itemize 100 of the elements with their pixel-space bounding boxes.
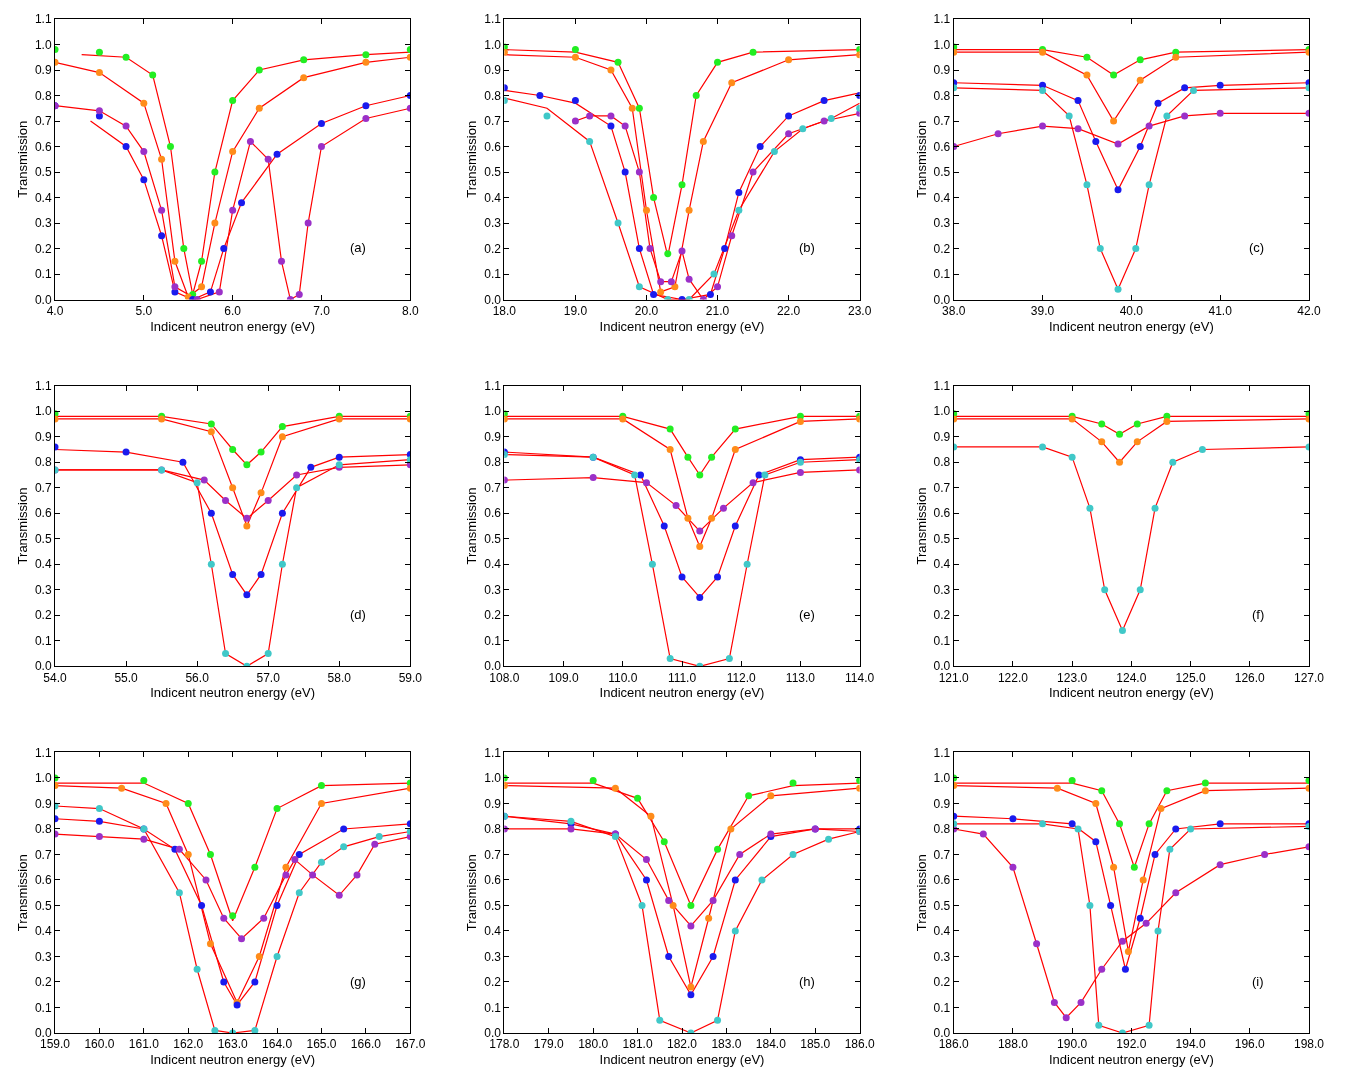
y-tick-label: 0.3	[484, 216, 502, 231]
y-tick-label: 0.3	[484, 582, 502, 597]
y-tick-label: 0.4	[34, 924, 52, 939]
y-tick-label: 1.1	[34, 12, 52, 27]
y-tick-label: 0.1	[34, 1000, 52, 1015]
y-tick-label: 0.3	[34, 582, 52, 597]
y-tick-label: 0.4	[484, 190, 502, 205]
x-tick-label: 22.0	[776, 303, 801, 318]
y-tick-label: 0.8	[34, 88, 52, 103]
y-tick-label: 0.9	[933, 429, 951, 444]
x-tick-label: 41.0	[1208, 303, 1233, 318]
y-tick-label: 0.6	[933, 506, 951, 521]
y-tick-label: 0.3	[34, 949, 52, 964]
x-tick-label: 165.0	[306, 1037, 337, 1052]
annotation: (f)	[1252, 607, 1265, 622]
y-tick-label: 0.3	[34, 216, 52, 231]
y-tick-label: 0.8	[933, 88, 951, 103]
y-tick-label: 0.5	[933, 165, 951, 180]
y-tick-label: 0.1	[34, 633, 52, 648]
y-tick-label: 0.1	[484, 1000, 502, 1015]
y-tick-label: 0.7	[933, 480, 951, 495]
y-tick-label: 0.7	[484, 847, 502, 862]
y-tick-label: 0.2	[933, 975, 951, 990]
y-axis-title: Transmission	[14, 487, 30, 565]
y-tick-label: 0.9	[34, 63, 52, 78]
x-tick-label: 166.0	[350, 1037, 382, 1052]
x-tick-label: 113.0	[785, 670, 816, 685]
y-tick-label: 0.2	[933, 608, 951, 623]
y-tick-label: 0.2	[933, 241, 951, 256]
y-tick-label: 0.9	[484, 429, 502, 444]
y-tick-label: 1.0	[484, 37, 502, 52]
x-tick-label: 124.0	[1116, 670, 1147, 685]
y-tick-label: 0.8	[484, 88, 502, 103]
x-tick-label: 167.0	[395, 1037, 426, 1052]
annotation: (i)	[1252, 974, 1264, 989]
y-axis-title: Transmission	[14, 120, 30, 198]
x-axis-title: Indicent neutron energy (eV)	[1048, 685, 1214, 701]
y-tick-label: 0.1	[933, 267, 951, 282]
y-tick-label: 0.9	[484, 796, 502, 811]
x-tick-label: 184.0	[755, 1037, 787, 1052]
x-tick-label: 192.0	[1116, 1037, 1147, 1052]
y-tick-label: 0.7	[933, 114, 951, 129]
y-tick-label: 1.0	[484, 771, 502, 786]
x-axis-title: Indicent neutron energy (eV)	[150, 1052, 316, 1067]
y-tick-label: 1.0	[34, 771, 52, 786]
x-tick-label: 23.0	[847, 303, 872, 318]
x-tick-label: 114.0	[845, 670, 875, 685]
y-tick-label: 0.4	[933, 557, 951, 572]
y-tick-label: 0.6	[484, 506, 502, 521]
x-axis-title: Indicent neutron energy (eV)	[599, 685, 765, 701]
y-tick-label: 1.0	[933, 771, 951, 786]
y-tick-label: 0.6	[933, 873, 951, 888]
y-tick-label: 0.9	[34, 796, 52, 811]
y-axis-title: Transmission	[464, 120, 480, 198]
y-tick-label: 0.2	[34, 241, 52, 256]
x-tick-label: 162.0	[173, 1037, 204, 1052]
x-tick-label: 185.0	[800, 1037, 831, 1052]
x-tick-label: 122.0	[997, 670, 1029, 685]
y-tick-label: 1.1	[933, 12, 951, 27]
y-tick-label: 1.0	[34, 37, 52, 52]
x-tick-label: 40.0	[1119, 303, 1144, 318]
y-tick-label: 0.7	[484, 114, 502, 129]
x-tick-label: 110.0	[608, 670, 638, 685]
y-tick-label: 0.9	[933, 796, 951, 811]
x-tick-label: 125.0	[1175, 670, 1206, 685]
x-tick-label: 196.0	[1234, 1037, 1266, 1052]
y-tick-label: 0.8	[933, 455, 951, 470]
y-tick-label: 0.7	[34, 847, 52, 862]
y-tick-label: 0.2	[34, 608, 52, 623]
y-axis-title: Transmission	[913, 487, 929, 565]
y-tick-label: 0.4	[933, 190, 951, 205]
x-tick-label: 181.0	[622, 1037, 653, 1052]
y-tick-label: 0.3	[933, 949, 951, 964]
x-tick-label: 127.0	[1293, 670, 1325, 685]
y-tick-label: 0.1	[933, 633, 951, 648]
y-tick-label: 0.1	[484, 633, 502, 648]
y-tick-label: 0.4	[34, 557, 52, 572]
y-tick-label: 0.5	[933, 531, 951, 546]
x-tick-label: 123.0	[1057, 670, 1088, 685]
x-tick-label: 178.0	[489, 1037, 520, 1052]
y-tick-label: 0.1	[484, 267, 502, 282]
y-tick-label: 0.5	[484, 898, 502, 913]
x-axis-title: Indicent neutron energy (eV)	[599, 318, 765, 334]
y-tick-label: 1.0	[34, 404, 52, 419]
x-axis-title: Indicent neutron energy (eV)	[150, 685, 316, 701]
annotation: (c)	[1249, 240, 1265, 255]
y-tick-label: 0.7	[933, 847, 951, 862]
y-tick-label: 1.1	[933, 378, 951, 393]
y-tick-label: 0.7	[34, 114, 52, 129]
x-tick-label: 180.0	[578, 1037, 609, 1052]
annotation: (b)	[799, 240, 815, 255]
y-tick-label: 0.2	[34, 975, 52, 990]
x-tick-label: 20.0	[634, 303, 659, 318]
y-tick-label: 1.1	[484, 745, 502, 760]
x-tick-label: 159.0	[39, 1037, 71, 1052]
x-tick-label: 163.0	[217, 1037, 248, 1052]
y-tick-label: 1.0	[484, 404, 502, 419]
y-tick-label: 0.5	[484, 531, 502, 546]
y-tick-label: 0.9	[34, 429, 52, 444]
y-axis-title: Transmission	[913, 854, 929, 932]
